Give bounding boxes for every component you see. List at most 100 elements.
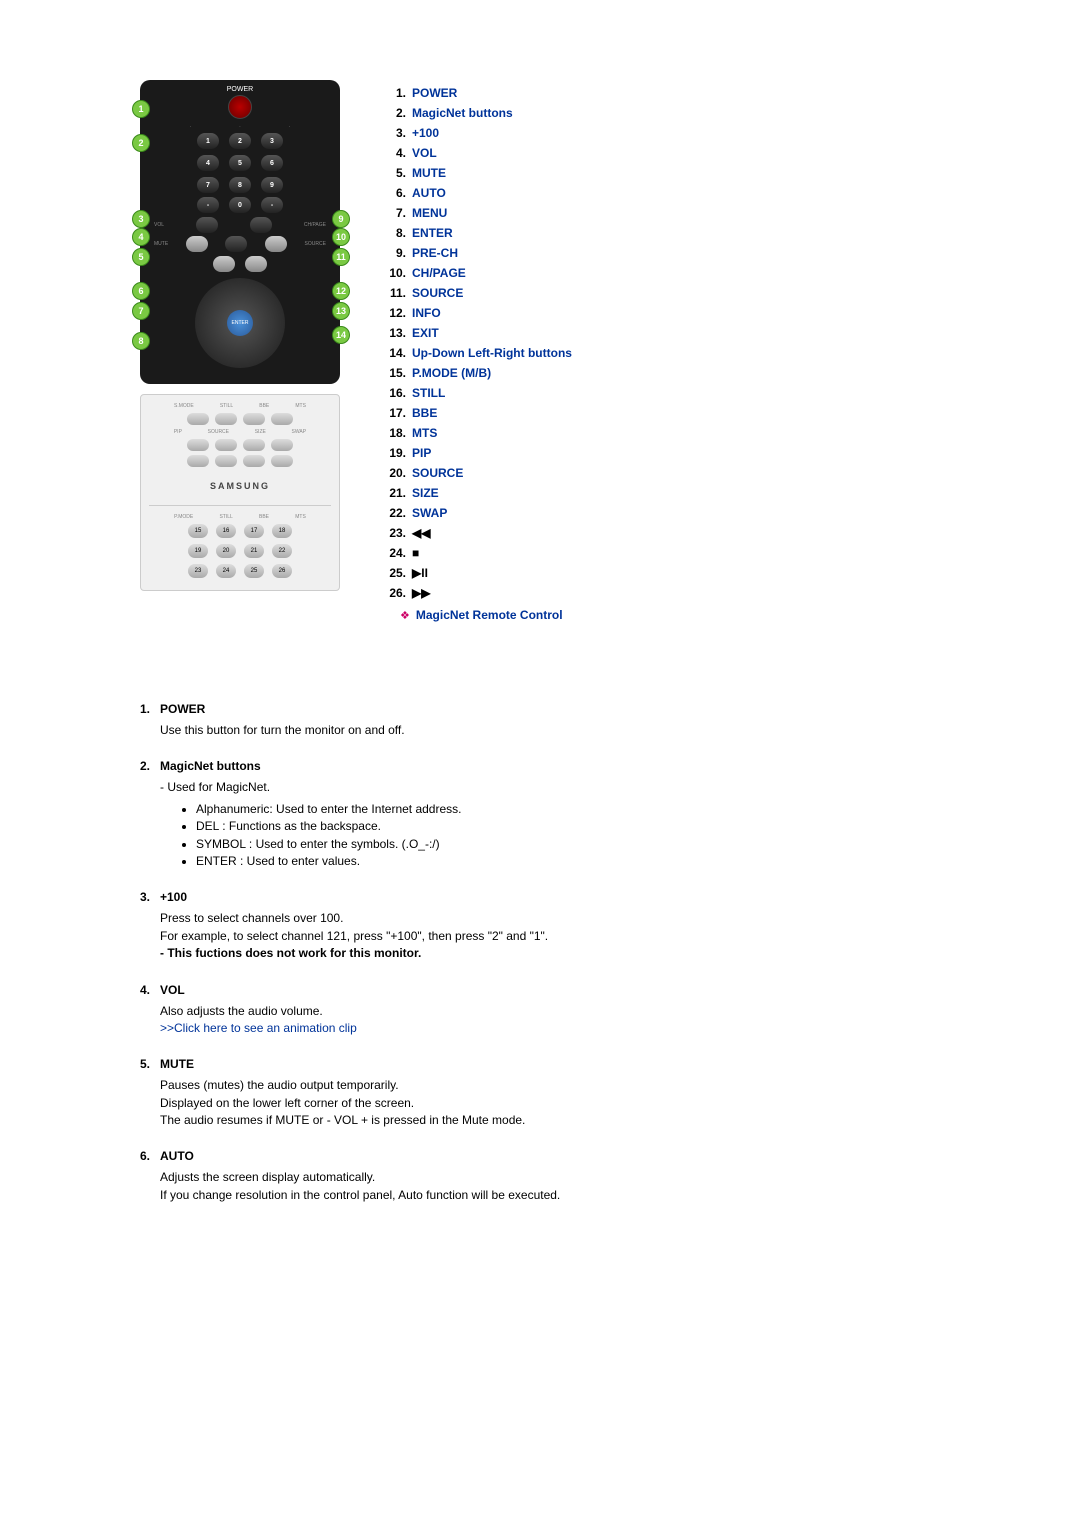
key-2: 2 [229,133,251,149]
ref-link[interactable]: Up-Down Left-Right buttons [412,346,572,360]
ref-item: 15. P.MODE (M/B) [380,366,572,380]
gb [271,439,293,451]
lb-21: 21 [244,544,264,558]
ref-link[interactable]: SOURCE [412,466,463,480]
gl: MTS [295,403,306,409]
reference-list: 1.POWER2.MagicNet buttons3.+1004.VOL5.MU… [380,80,572,622]
desc-item: 5.MUTE Pauses (mutes) the audio output te… [140,1057,940,1129]
ref-link[interactable]: SIZE [412,486,439,500]
ref-link[interactable]: MTS [412,426,437,440]
gray-labels-1: S.MODE STILL BBE MTS [161,403,319,409]
ref-link[interactable]: VOL [412,146,437,160]
ref-num: 21. [380,486,406,500]
key-8: 8 [229,177,251,193]
ref-link[interactable]: +100 [412,126,439,140]
ref-link[interactable]: AUTO [412,186,446,200]
desc-line: Adjusts the screen display automatically… [160,1169,940,1186]
ref-symbol: ▶▶ [412,586,430,600]
ref-num: 3. [380,126,406,140]
ref-link[interactable]: SOURCE [412,286,463,300]
ref-link[interactable]: POWER [412,86,457,100]
key-6: 6 [261,155,283,171]
desc-title: MUTE [160,1057,194,1071]
desc-bullets: Alphanumeric: Used to enter the Internet… [160,801,940,871]
mute-source-row: MUTE SOURCE [154,236,326,252]
desc-title: AUTO [160,1149,194,1163]
lb-25: 25 [244,564,264,578]
desc-head: 3.+100 [140,890,940,904]
tiny: . [239,123,240,129]
ref-link[interactable]: ENTER [412,226,453,240]
animation-link[interactable]: >>Click here to see an animation clip [160,1020,940,1037]
desc-bullet: DEL : Functions as the backspace. [196,818,940,835]
desc-line: Pauses (mutes) the audio output temporar… [160,1077,940,1094]
ref-num: 8. [380,226,406,240]
gl: MTS [295,514,306,520]
ref-link[interactable]: BBE [412,406,437,420]
lbtn-1 [213,256,235,272]
ref-link[interactable]: PIP [412,446,431,460]
ref-item: 14. Up-Down Left-Right buttons [380,346,572,360]
desc-note: - This fuctions does not work for this m… [160,945,940,962]
ref-link[interactable]: STILL [412,386,445,400]
ref-item: 21. SIZE [380,486,572,500]
ref-link[interactable]: MENU [412,206,447,220]
ref-item: 13. EXIT [380,326,572,340]
desc-line: Use this button for turn the monitor on … [160,722,940,739]
tiny-row: ... [166,123,314,129]
keypad: 1 2 3 4 5 6 7 8 9 [146,133,334,193]
magicnet-link[interactable]: ❖MagicNet Remote Control [400,608,572,622]
key-3: 3 [261,133,283,149]
ref-link[interactable]: MUTE [412,166,446,180]
ref-num: 18. [380,426,406,440]
callout-4: 4 [132,228,150,246]
ref-link[interactable]: SWAP [412,506,447,520]
ref-link[interactable]: INFO [412,306,441,320]
ref-link[interactable]: EXIT [412,326,439,340]
ref-num: 13. [380,326,406,340]
ref-num: 15. [380,366,406,380]
gl: PIP [174,429,182,435]
ref-link[interactable]: P.MODE (M/B) [412,366,491,380]
ref-num: 20. [380,466,406,480]
callout-6: 6 [132,282,150,300]
desc-body: Press to select channels over 100.For ex… [160,910,940,962]
ref-num: 23. [380,526,406,540]
desc-head: 5.MUTE [140,1057,940,1071]
lower-labels-1: P.MODE STILL BBE MTS [161,514,319,520]
vol-label: VOL [154,222,164,228]
key-5: 5 [229,155,251,171]
callout-1: 1 [132,100,150,118]
ref-item: 18. MTS [380,426,572,440]
desc-item: 2.MagicNet buttons- Used for MagicNet.Al… [140,759,940,870]
gl: SOURCE [208,429,229,435]
remote-upper: POWER ... 1 2 3 4 5 6 7 8 9 [140,80,340,384]
desc-body: - Used for MagicNet. Alphanumeric: Used t… [160,779,940,870]
desc-num: 1. [140,702,160,716]
ref-num: 14. [380,346,406,360]
gb [243,413,265,425]
gb [215,413,237,425]
lbtn-2 [245,256,267,272]
ref-link[interactable]: PRE-CH [412,246,458,260]
ref-item: 19.PIP [380,446,572,460]
lb-23: 23 [188,564,208,578]
desc-line: - Used for MagicNet. [160,779,940,796]
ref-item: 12.INFO [380,306,572,320]
ref-symbol: ◀◀ [412,526,430,540]
desc-head: 6.AUTO [140,1149,940,1163]
lb-24: 24 [216,564,236,578]
desc-bullet: Alphanumeric: Used to enter the Internet… [196,801,940,818]
key-4: 4 [197,155,219,171]
desc-item: 1.POWERUse this button for turn the moni… [140,702,940,739]
ref-link[interactable]: MagicNet buttons [412,106,513,120]
desc-body: Also adjusts the audio volume.>>Click he… [160,1003,940,1038]
page: POWER ... 1 2 3 4 5 6 7 8 9 [0,0,1080,1304]
ref-link[interactable]: CH/PAGE [412,266,466,280]
ref-item: 3. +100 [380,126,572,140]
desc-num: 2. [140,759,160,773]
lb-18: 18 [272,524,292,538]
desc-line: Displayed on the lower left corner of th… [160,1095,940,1112]
ref-item: 10.CH/PAGE [380,266,572,280]
power-button [228,95,252,119]
